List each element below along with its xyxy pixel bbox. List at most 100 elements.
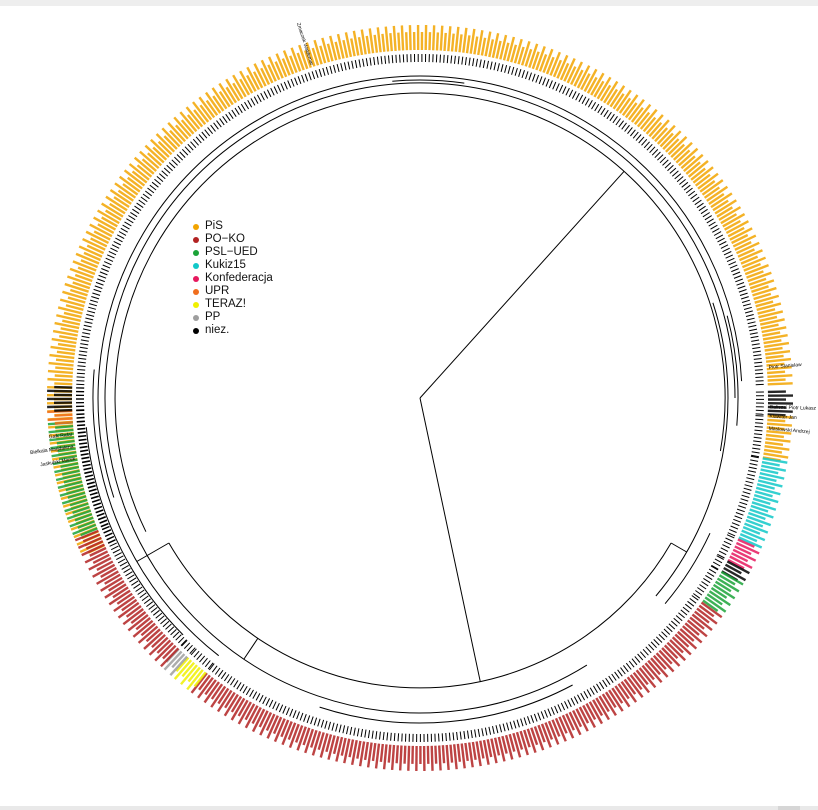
leaf-tick (88, 488, 97, 492)
leaf-tick (605, 677, 611, 685)
leaf-label-mark (57, 342, 76, 348)
leaf-label-mark (554, 717, 567, 742)
leaf-label-mark (737, 538, 755, 548)
leaf-tick (492, 725, 495, 735)
legend-dot-icon (193, 314, 199, 321)
leaf-tick (79, 445, 88, 448)
leaf-label-mark (363, 741, 369, 761)
legend-label: PO−KO (205, 233, 245, 245)
leaf-label-mark (751, 285, 769, 293)
leaf-label-mark (620, 681, 638, 703)
leaf-label-mark (734, 241, 752, 251)
leaf-label-mark (765, 437, 791, 443)
leaf-tick (142, 193, 150, 200)
leaf-label-mark (566, 66, 577, 84)
leaf-label-mark (469, 28, 476, 54)
leaf-tick (509, 721, 513, 730)
leaf-label-mark (582, 704, 596, 729)
leaf-label-mark (598, 695, 610, 713)
leaf-tick (172, 631, 180, 638)
leaf-tick (242, 685, 248, 694)
leaf-label-mark (449, 744, 454, 763)
leaf-label-mark (547, 720, 560, 745)
leaf-tick (521, 70, 525, 79)
leaf-label-mark (187, 666, 201, 683)
leaf-tick (748, 324, 757, 328)
leaf-tick (720, 547, 729, 552)
leaf-label-mark (583, 68, 598, 92)
leaf-tick (693, 593, 701, 599)
leaf-label-mark (737, 248, 755, 258)
leaf-tick (443, 54, 445, 63)
leaf-tick (79, 346, 88, 349)
leaf-label-mark (639, 108, 658, 130)
leaf-label-mark (462, 27, 468, 53)
leaf-tick (525, 71, 529, 80)
leaf-tick (120, 227, 128, 233)
leaf-tick (516, 719, 520, 728)
leaf-tick (729, 528, 737, 533)
leaf-tick (214, 667, 221, 675)
legend-label: niez. (205, 324, 230, 336)
leaf-tick (743, 487, 752, 491)
leaf-tick (85, 478, 95, 482)
leaf-label-mark (480, 37, 487, 56)
leaf-label-mark (198, 674, 211, 691)
leaf-label-mark (722, 213, 746, 228)
leaf-tick (754, 426, 763, 428)
leaf-tick (560, 702, 566, 711)
leaf-label-mark (147, 152, 163, 167)
legend: PiS PO−KO PSL−UED Kukiz15 Konfederacja U… (193, 220, 273, 337)
leaf-tick (554, 705, 559, 714)
leaf-label-mark (512, 732, 522, 758)
leaf-tick (441, 733, 444, 742)
leaf-label-mark (573, 69, 584, 87)
leaf-label-mark (762, 334, 788, 341)
leaf-tick (82, 463, 91, 467)
leaf-tick (507, 65, 511, 74)
leaf-tick (201, 131, 208, 139)
leaf-label-mark (101, 216, 118, 228)
leaf-tick (125, 571, 133, 577)
leaf-label-mark (661, 647, 681, 667)
leaf-label-mark (526, 728, 537, 754)
leaf-label-mark (447, 26, 452, 52)
pis-inner-arc (104, 82, 736, 506)
leaf-tick (694, 199, 702, 206)
leaf-tick (612, 116, 618, 124)
leaf-tick (688, 190, 696, 197)
leaf-tick (714, 558, 723, 564)
leaf-tick (704, 215, 712, 221)
leaf-label-mark (655, 652, 675, 673)
leaf-tick (178, 636, 185, 644)
leaf-tick (97, 516, 106, 520)
leaf-label-mark (621, 94, 639, 117)
leaf-label-mark (477, 30, 484, 56)
leaf-label-mark (358, 741, 366, 767)
leaf-label-mark (687, 159, 709, 178)
leaf-label-mark (258, 710, 269, 728)
leaf-label-mark (767, 390, 786, 394)
leaf-tick (287, 80, 292, 88)
leaf-tick (537, 712, 542, 721)
leaf-label-mark (56, 350, 75, 356)
leaf-label-mark (305, 42, 316, 67)
leaf-label-mark (152, 146, 168, 161)
leaf-tick (548, 80, 553, 89)
leaf-label-mark (232, 82, 244, 100)
legend-dot-icon (193, 288, 199, 295)
leaf-tick (186, 644, 193, 652)
leaf-label-mark (627, 98, 645, 121)
scrollbar-thumb[interactable] (778, 806, 800, 810)
leaf-tick (84, 470, 93, 474)
leaf-tick (568, 89, 574, 98)
leaf-tick (486, 60, 489, 69)
leaf-label-mark (411, 745, 414, 764)
leaf-label-mark (741, 529, 766, 542)
leaf-label-mark (744, 522, 769, 534)
leaf-label-mark (246, 74, 257, 92)
leaf-label-mark (606, 88, 619, 106)
leaf-tick (639, 651, 646, 659)
leaf-tick (581, 96, 587, 104)
